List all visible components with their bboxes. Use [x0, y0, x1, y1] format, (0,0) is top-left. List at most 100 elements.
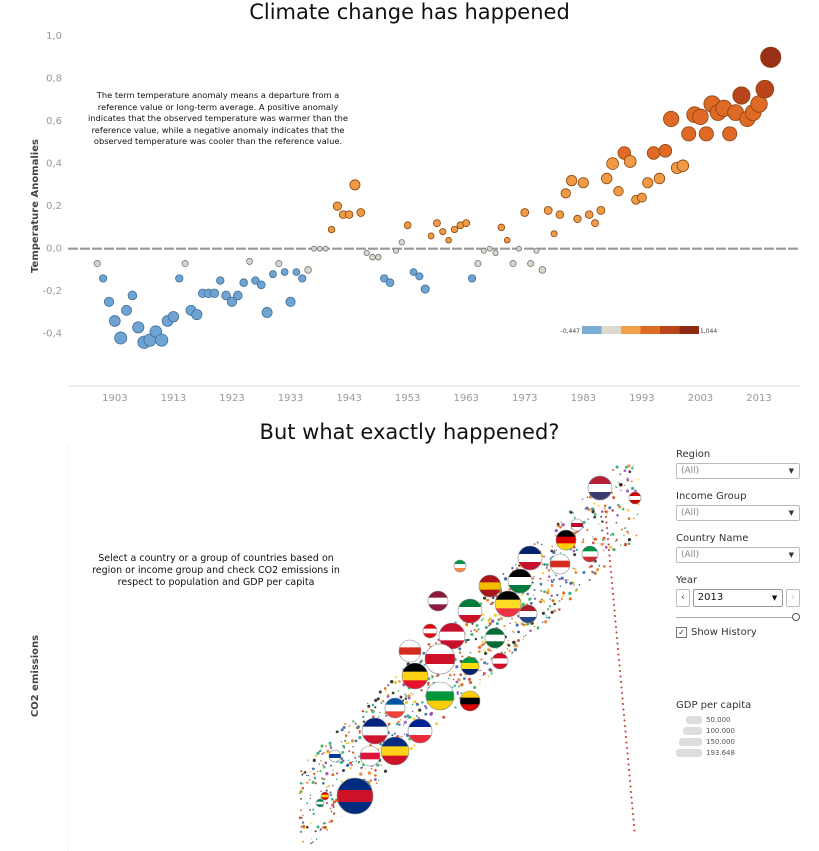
data-point — [167, 311, 180, 323]
year-prev-button[interactable]: ‹ — [676, 589, 690, 607]
history-trail-dot — [504, 628, 507, 631]
history-trail-dot — [405, 694, 408, 698]
country-flag-bubble[interactable] — [398, 639, 422, 663]
country-flag-bubble[interactable] — [555, 529, 577, 551]
data-point — [755, 79, 775, 99]
country-flag-bubble[interactable] — [320, 791, 330, 801]
country-flag-bubble[interactable] — [315, 798, 325, 808]
country-flag-bubble[interactable] — [407, 718, 433, 744]
history-trail-dot — [365, 710, 368, 714]
filter-panel: Region (All) ▼ Income Group (All) ▼ Countr… — [676, 449, 801, 638]
country-flag-bubble[interactable] — [581, 545, 599, 563]
history-trail-dot — [375, 782, 378, 785]
y-tick-label: 0,8 — [46, 74, 62, 85]
history-trail-dot — [554, 534, 557, 537]
history-trail-dot — [328, 821, 331, 823]
history-trail-dot — [617, 551, 620, 554]
history-trail-dot — [378, 748, 380, 750]
history-trail-dot — [550, 610, 554, 614]
show-history-checkbox[interactable]: ✓ Show History — [676, 627, 800, 638]
x-tick-label: 1943 — [336, 393, 361, 404]
history-trail-dot — [631, 807, 634, 810]
history-trail-dot — [473, 686, 477, 689]
country-name-dropdown[interactable]: (All) ▼ — [676, 547, 800, 563]
history-trail-dot — [347, 759, 350, 762]
country-flag-bubble[interactable] — [328, 749, 342, 763]
history-trail-dot — [467, 677, 471, 681]
country-flag-bubble[interactable] — [491, 652, 509, 670]
history-trail-dot — [377, 713, 381, 716]
country-flag-bubble[interactable] — [478, 574, 502, 598]
country-flag-bubble[interactable] — [427, 590, 449, 612]
country-flag-bubble[interactable] — [453, 559, 467, 573]
history-trail-dot — [528, 597, 532, 601]
country-flag-bubble[interactable] — [628, 491, 642, 505]
country-flag-bubble[interactable] — [438, 622, 466, 650]
country-flag-bubble[interactable] — [401, 662, 429, 690]
history-trail-dot — [455, 665, 459, 669]
region-filter-label: Region — [676, 449, 711, 460]
history-trail-dot — [329, 807, 332, 810]
history-trail-dot — [602, 536, 606, 540]
history-trail-dot — [593, 571, 597, 575]
history-trail-dot — [488, 622, 492, 625]
history-trail-dot — [508, 569, 511, 572]
country-flag-bubble[interactable] — [359, 745, 381, 767]
history-trail-dot — [458, 647, 462, 651]
slider-handle[interactable] — [792, 613, 800, 621]
history-trail-dot — [321, 777, 323, 780]
history-trail-dot — [623, 542, 628, 547]
country-flag-bubble[interactable] — [507, 568, 533, 594]
history-trail-dot — [399, 719, 402, 721]
country-flag-bubble[interactable] — [587, 475, 613, 501]
history-trail-dot — [608, 554, 611, 557]
data-point — [369, 253, 376, 261]
history-trail-dot — [367, 702, 369, 705]
history-trail-dot — [427, 681, 430, 685]
history-trail-dot — [417, 717, 420, 719]
history-trail-dot — [603, 565, 606, 568]
country-flag-bubble[interactable] — [518, 604, 538, 624]
history-trail-dot — [520, 622, 524, 626]
country-flag-bubble[interactable] — [517, 545, 543, 571]
history-trail-dot — [377, 779, 380, 782]
country-flag-bubble[interactable] — [570, 518, 584, 532]
country-flag-bubble[interactable] — [460, 656, 480, 676]
history-trail-dot — [529, 622, 532, 625]
x-tick-label: 1913 — [161, 393, 186, 404]
country-flag-bubble[interactable] — [336, 777, 374, 815]
history-trail-dot — [564, 587, 568, 591]
income-group-dropdown[interactable]: (All) ▼ — [676, 505, 800, 521]
history-trail-dot — [331, 803, 335, 807]
history-trail-dot — [301, 821, 305, 824]
country-flag-bubble[interactable] — [494, 590, 522, 618]
country-flag-bubble[interactable] — [484, 627, 506, 649]
history-trail-dot — [298, 816, 302, 820]
history-trail-dot — [311, 780, 315, 784]
country-flag-bubble[interactable] — [425, 681, 455, 711]
year-slider[interactable] — [676, 613, 800, 621]
data-point — [606, 157, 619, 170]
history-trail-dot — [508, 588, 511, 591]
history-trail-dot — [632, 813, 634, 815]
history-trail-dot — [320, 790, 322, 792]
country-flag-bubble[interactable] — [384, 697, 406, 719]
data-point — [503, 236, 511, 244]
year-next-button[interactable]: › — [786, 589, 801, 607]
history-trail-dot — [319, 749, 322, 753]
country-flag-bubble[interactable] — [457, 598, 483, 624]
year-filter-label: Year — [676, 575, 698, 586]
region-dropdown[interactable]: (All) ▼ — [676, 463, 800, 479]
country-flag-bubble[interactable] — [424, 643, 456, 675]
country-flag-bubble[interactable] — [422, 623, 438, 639]
country-flag-bubble[interactable] — [459, 690, 481, 712]
history-trail-dot — [506, 648, 509, 650]
history-trail-dot — [618, 659, 620, 661]
country-flag-bubble[interactable] — [361, 717, 389, 745]
history-trail-dot — [611, 582, 613, 584]
history-trail-dot — [411, 703, 414, 706]
country-flag-bubble[interactable] — [549, 553, 571, 575]
history-trail-dot — [547, 575, 551, 578]
country-flag-bubble[interactable] — [380, 736, 410, 766]
year-dropdown[interactable]: 2013 ▼ — [692, 589, 784, 607]
